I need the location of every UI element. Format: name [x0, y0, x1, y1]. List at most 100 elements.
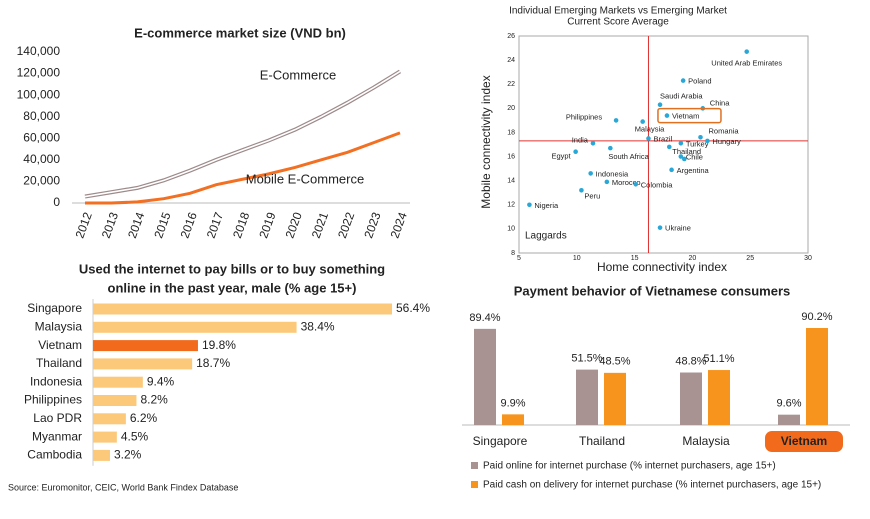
scatter-point	[680, 78, 686, 83]
scatter-point	[657, 102, 663, 108]
scatter-point	[633, 181, 639, 187]
value-label: 56.4%	[396, 301, 430, 315]
x-tick-label: 2024	[388, 210, 410, 240]
x-tick-label: 2016	[178, 210, 200, 240]
y-tick-label: 14	[507, 178, 515, 185]
category-label: Cambodia	[27, 448, 82, 462]
point-label: Saudi Arabia	[660, 92, 703, 101]
value-label: 9.9%	[500, 397, 525, 409]
y-tick-label: 100,000	[17, 87, 61, 101]
bar	[93, 395, 137, 406]
y-tick-label: 0	[53, 195, 60, 209]
point-label: Vietnam	[672, 112, 699, 121]
bar	[93, 449, 110, 461]
bar	[93, 303, 392, 315]
scatter-point	[608, 145, 613, 151]
category-label: Thailand	[579, 434, 625, 448]
point-label: Argentina	[677, 166, 710, 175]
legend-swatch	[471, 481, 478, 488]
bar	[93, 431, 117, 443]
scatter-point	[705, 138, 710, 144]
bar	[93, 321, 297, 333]
value-label: 51.1%	[703, 353, 734, 365]
scatter-point	[669, 167, 674, 173]
scatter-point	[588, 171, 593, 176]
bar	[576, 369, 598, 425]
scatter-point	[579, 188, 584, 193]
bar	[778, 414, 800, 425]
scatter-point	[682, 156, 687, 162]
value-label: 6.2%	[130, 411, 158, 425]
value-label: 9.4%	[147, 374, 175, 388]
scatter-point	[613, 118, 619, 123]
category-label: Vietnam	[781, 434, 827, 448]
bar	[502, 414, 524, 425]
point-label: United Arab Emirates	[711, 59, 782, 68]
series-line-inner	[84, 70, 401, 198]
value-label: 3.2%	[114, 448, 142, 462]
y-tick-label: 18	[507, 129, 515, 136]
plot-frame	[518, 35, 809, 254]
bar	[474, 328, 496, 425]
point-label: Romania	[708, 126, 739, 135]
y-tick-label: 140,000	[17, 44, 61, 58]
scatter-point	[744, 49, 750, 54]
value-label: 19.8%	[202, 338, 236, 352]
x-tick-label: 2014	[125, 210, 147, 240]
x-tick-label: 10	[573, 255, 581, 262]
value-label: 38.4%	[301, 319, 335, 333]
point-label: Morocco	[612, 178, 641, 187]
bar	[806, 328, 828, 425]
point-label: China	[710, 98, 730, 107]
point-label: Ukraine	[665, 224, 691, 233]
series-line	[85, 131, 401, 205]
scatter-point	[604, 179, 610, 185]
point-label: Colombia	[641, 180, 674, 189]
y-axis-label: Mobile connectivity index	[479, 75, 493, 208]
x-tick-label: 2015	[151, 210, 173, 240]
scatter-point	[678, 154, 684, 159]
point-label: South Africa	[608, 152, 649, 161]
chart-title: Payment behavior of Vietnamese consumers	[514, 283, 790, 298]
category-label: Singapore	[27, 301, 82, 315]
y-tick-label: 40,000	[23, 152, 60, 166]
point-label: Poland	[688, 77, 711, 86]
y-tick-label: 12	[507, 202, 515, 209]
x-tick-label: 2012	[73, 210, 95, 240]
source-note: Source: Euromonitor, CEIC, World Bank Fi…	[8, 482, 238, 492]
category-label: Philippines	[24, 393, 82, 407]
bar	[708, 370, 730, 425]
y-tick-label: 60,000	[23, 130, 60, 144]
legend-swatch	[471, 462, 478, 469]
value-label: 48.5%	[599, 356, 630, 368]
x-tick-label: 2022	[335, 210, 357, 240]
category-label: Myanmar	[32, 429, 82, 443]
annotation: Laggards	[525, 231, 567, 242]
value-label: 48.8%	[675, 355, 706, 367]
x-tick-label: 2019	[256, 210, 278, 240]
value-label: 18.7%	[196, 356, 230, 370]
y-tick-label: 120,000	[17, 66, 61, 80]
chart-title: Individual Emerging Markets vs Emerging …	[509, 6, 727, 17]
point-label: Philippines	[566, 112, 603, 121]
point-label: Hungary	[712, 137, 741, 146]
point-label: Egypt	[551, 152, 571, 161]
value-label: 51.5%	[571, 353, 602, 365]
point-label: India	[572, 135, 589, 144]
category-label: Lao PDR	[33, 411, 82, 425]
point-label: Malaysia	[635, 125, 665, 134]
bar	[680, 372, 702, 425]
y-tick-label: 20,000	[23, 174, 60, 188]
point-label: Chile	[686, 153, 703, 162]
chart-title: Used the internet to pay bills or to buy…	[79, 261, 385, 276]
scatter-point	[590, 140, 596, 146]
chart-title: Current Score Average	[567, 17, 669, 28]
legend-label: Paid cash on delivery for internet purch…	[483, 480, 821, 491]
x-tick-label: 2021	[309, 210, 331, 240]
bar	[93, 376, 143, 388]
y-tick-label: 8	[511, 250, 515, 257]
x-tick-label: 2017	[204, 210, 226, 240]
x-tick-label: 15	[631, 255, 639, 262]
scatter-point	[527, 202, 532, 208]
